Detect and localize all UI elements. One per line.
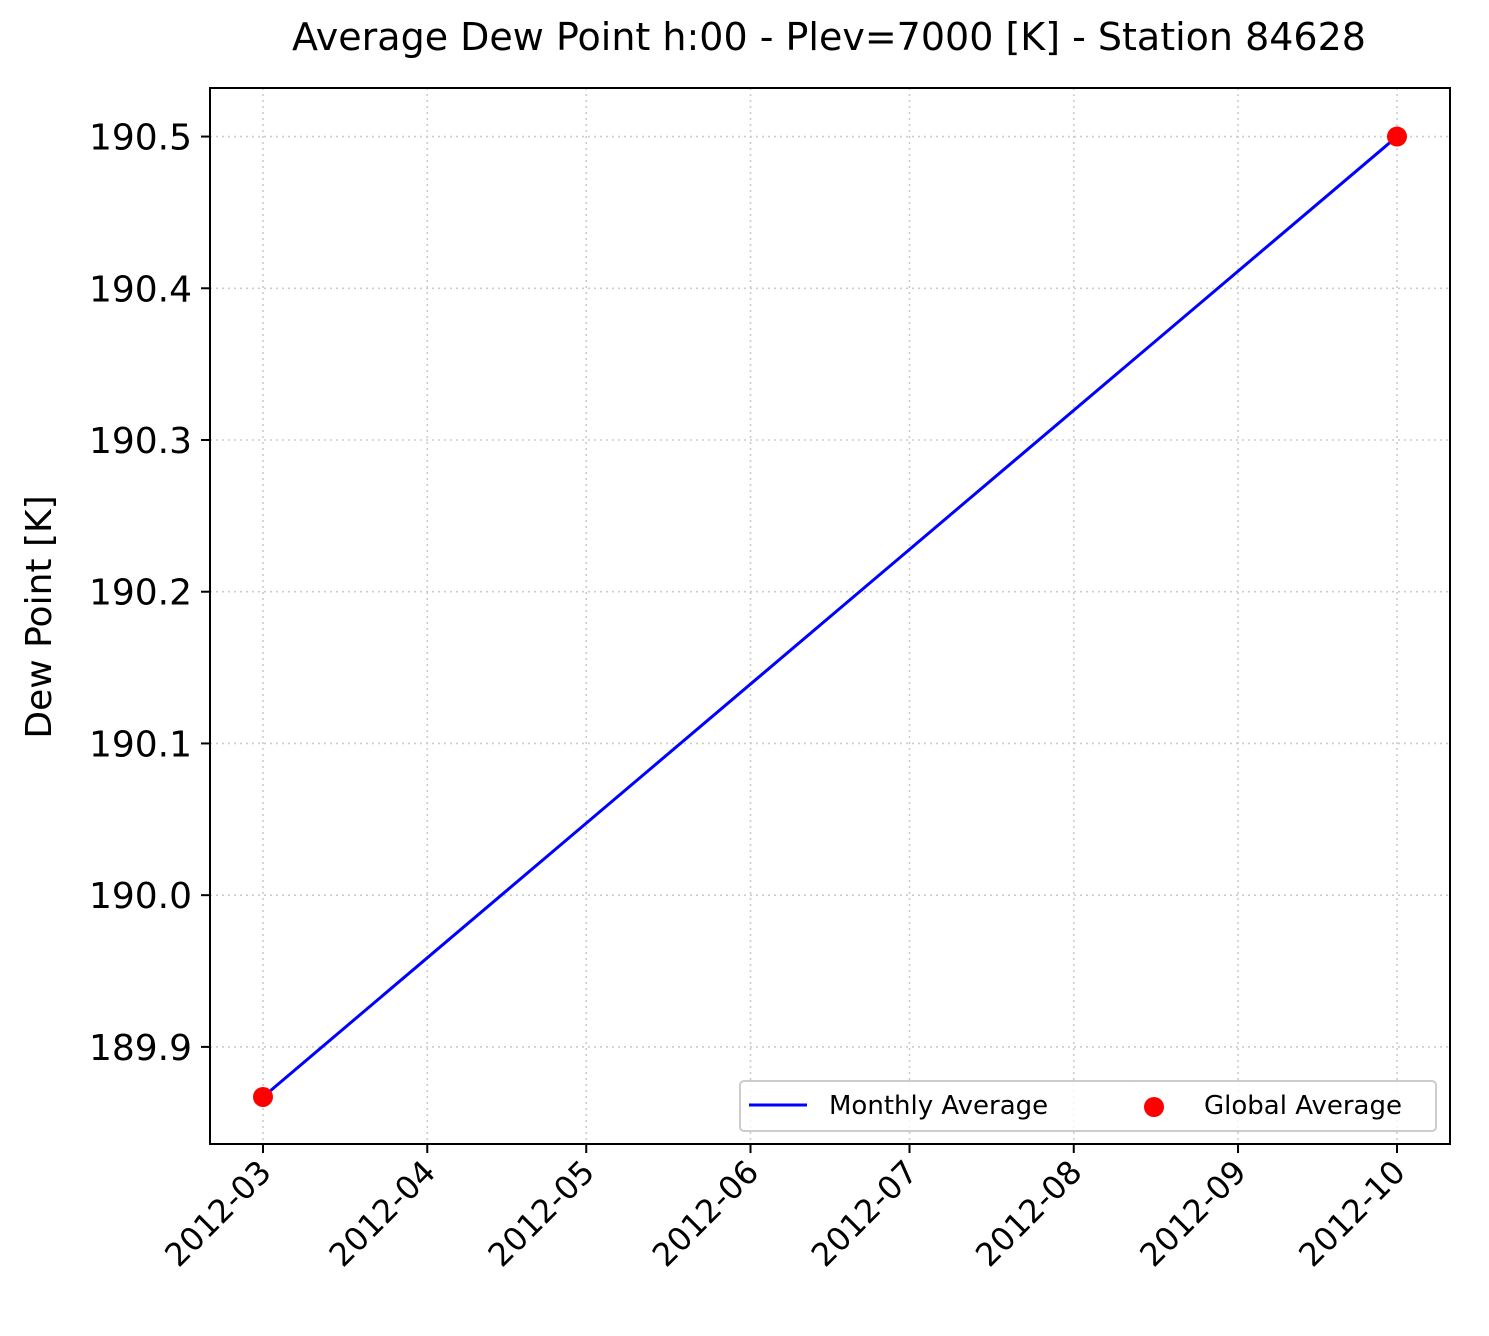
- plot-frame: [209, 87, 1451, 1145]
- x-axis-ticks: 2012-03 2012-04 2012-05 2012-06 2012-07 2012-…: [157, 1144, 1413, 1274]
- y-axis-ticks: 189.9 190.0 190.1 190.2 190.3 190.4 190.5: [89, 118, 210, 1069]
- legend-marker-swatch: [1144, 1097, 1164, 1117]
- x-tick-label: 2012-03: [157, 1153, 278, 1274]
- x-tick-label: 2012-09: [1132, 1153, 1253, 1274]
- global-average-point: [1387, 126, 1408, 147]
- grid: [210, 88, 1450, 1144]
- monthly-average-line: [262, 135, 1398, 1099]
- legend-label-global-average: Global Average: [1204, 1091, 1402, 1121]
- x-tick-label: 2012-05: [480, 1153, 601, 1274]
- y-axis-label: Dew Point [K]: [19, 495, 60, 738]
- legend-box: [739, 1080, 1437, 1132]
- y-tick-label: 190.1: [89, 724, 192, 765]
- x-tick-label: 2012-08: [968, 1153, 1089, 1274]
- series-layer: [252, 126, 1408, 1107]
- x-tick-label: 2012-06: [645, 1153, 766, 1274]
- x-tick-label: 2012-04: [322, 1153, 443, 1274]
- y-tick-label: 190.0: [89, 876, 192, 917]
- y-tick-label: 190.5: [89, 118, 192, 159]
- legend: Monthly Average Global Average: [739, 1080, 1437, 1132]
- y-tick-label: 190.2: [89, 573, 192, 614]
- y-tick-label: 189.9: [89, 1028, 192, 1069]
- global-average-point: [252, 1086, 273, 1107]
- y-tick-label: 190.3: [89, 421, 192, 462]
- legend-label-monthly-average: Monthly Average: [829, 1091, 1048, 1121]
- x-tick-label: 2012-10: [1291, 1153, 1412, 1274]
- x-tick-label: 2012-07: [804, 1153, 925, 1274]
- chart-title: Average Dew Point h:00 - Plev=7000 [K] -…: [292, 15, 1366, 59]
- y-tick-label: 190.4: [89, 269, 192, 310]
